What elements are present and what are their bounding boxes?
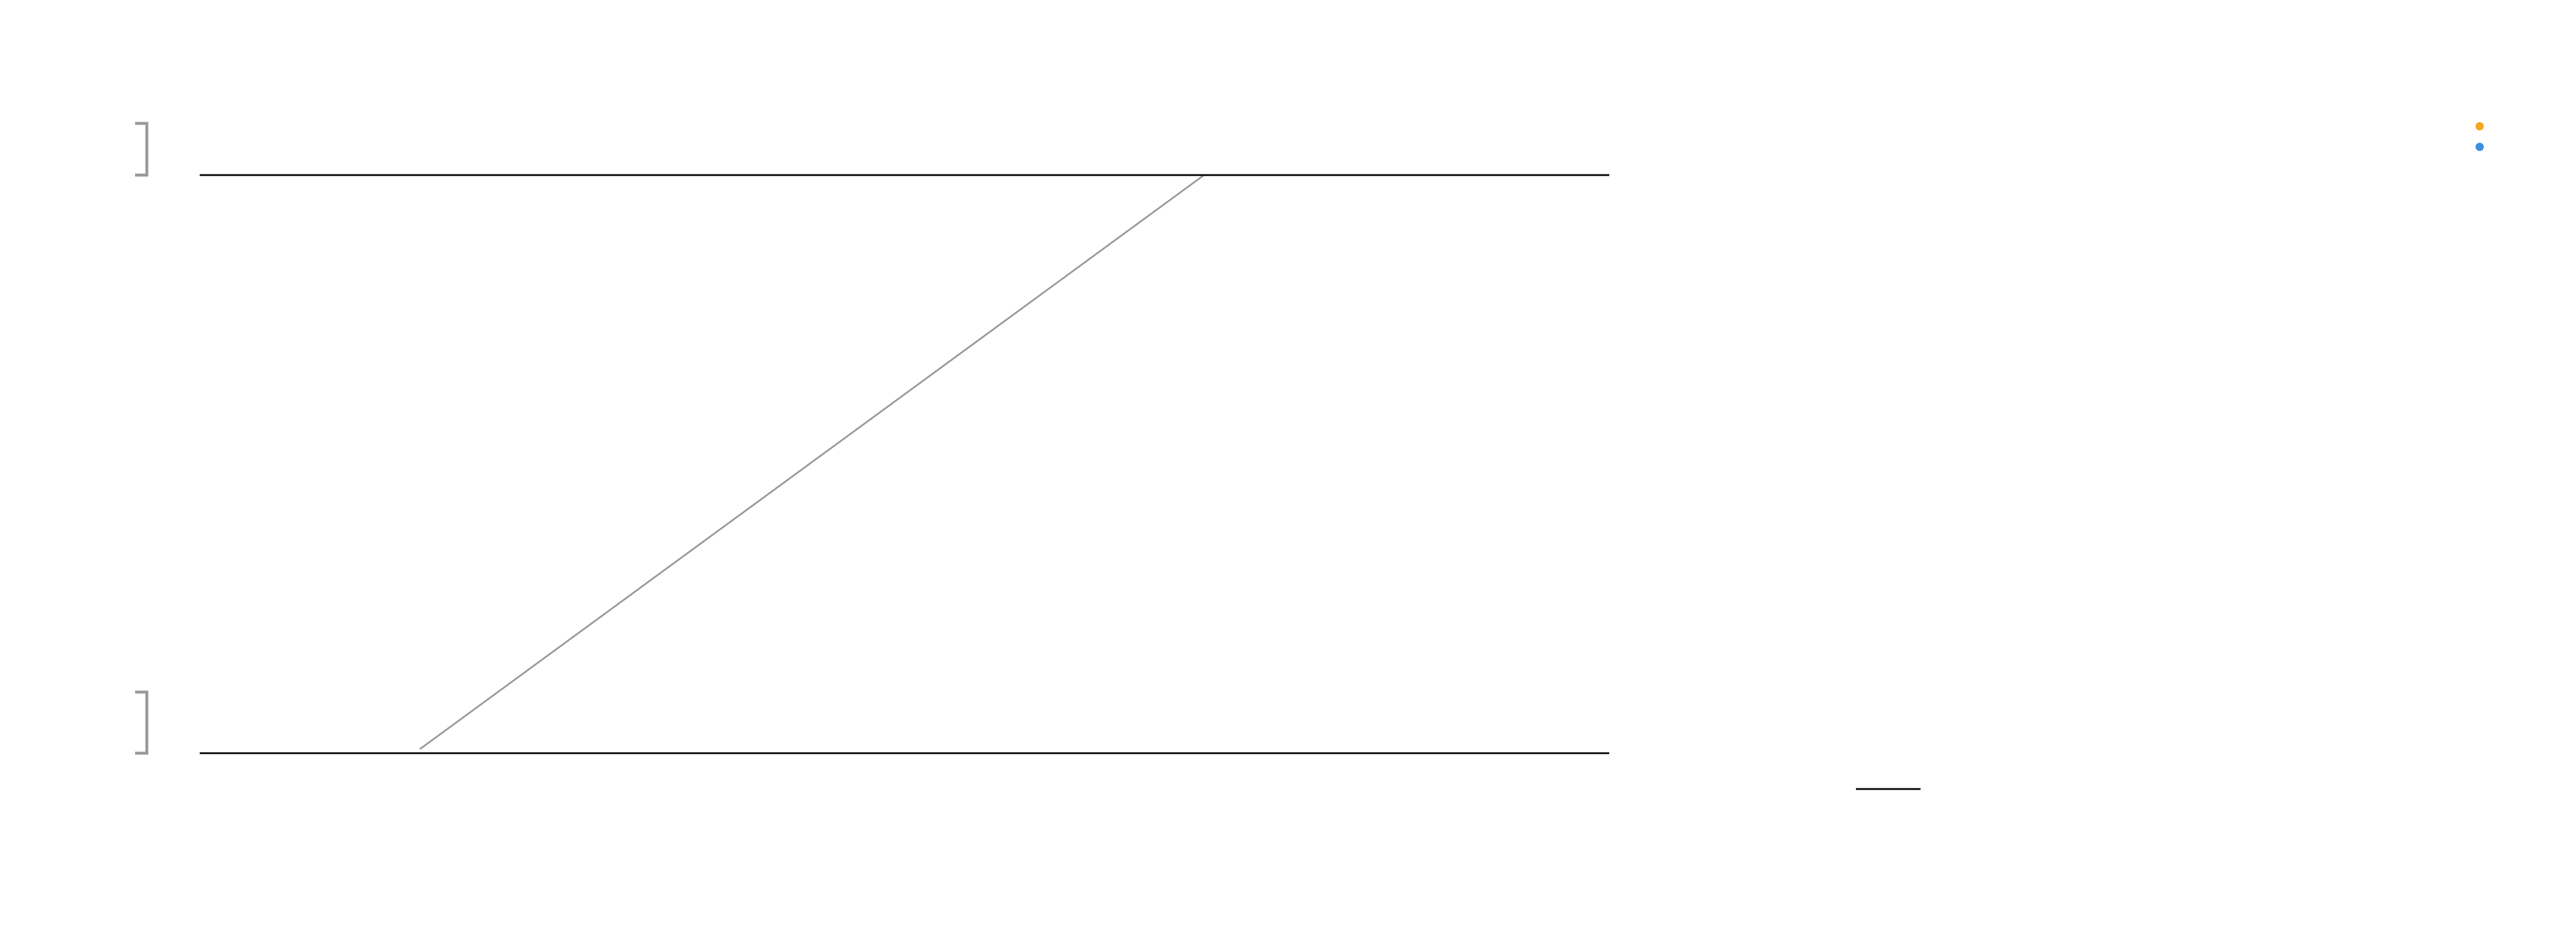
bottom-y-axis [135,692,147,753]
legend-swatch-clade-1 [2476,122,2484,130]
top-y-axis [135,123,147,175]
phylogeny-panel [1856,122,2484,789]
synteny-panel [135,123,1609,753]
legend-swatch-clade-2 [2476,143,2484,151]
long-synteny-link [420,175,1204,749]
legend [2476,122,2484,151]
